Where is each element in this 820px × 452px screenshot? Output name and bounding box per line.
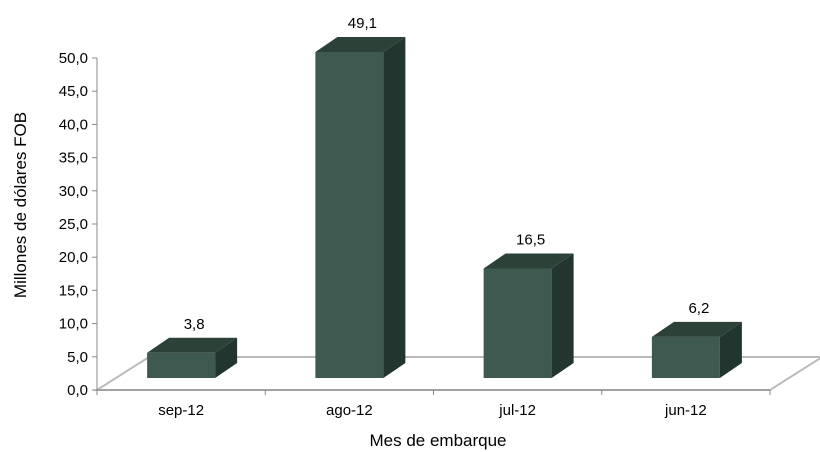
bar-side xyxy=(551,253,574,378)
bar xyxy=(315,36,406,378)
y-axis-title: Millones de dólares FOB xyxy=(11,112,30,298)
x-axis-title: Mes de embarque xyxy=(369,431,506,450)
bar-front xyxy=(483,268,552,378)
bar-front xyxy=(147,352,216,378)
bar-top xyxy=(651,321,742,337)
y-tick-label: 30,0 xyxy=(59,183,88,200)
y-tick-label: 45,0 xyxy=(59,83,88,100)
bar xyxy=(483,253,574,378)
y-tick-label: 25,0 xyxy=(59,216,88,233)
y-tick-label: 10,0 xyxy=(59,316,88,333)
bar xyxy=(147,337,238,378)
bar-front xyxy=(651,336,720,378)
data-label: 49,1 xyxy=(348,15,377,32)
bar-front xyxy=(315,51,384,378)
bar xyxy=(651,321,742,378)
bars xyxy=(147,36,742,378)
value-labels: 3,8 49,1 16,5 6,2 xyxy=(184,15,710,333)
bar-top xyxy=(147,337,238,353)
x-tick-label: jul-12 xyxy=(498,402,536,419)
data-label: 3,8 xyxy=(184,316,205,333)
x-tick-label: jun-12 xyxy=(664,402,707,419)
y-tick-label: 15,0 xyxy=(59,282,88,299)
data-label: 6,2 xyxy=(688,300,709,317)
y-tick-label: 35,0 xyxy=(59,150,88,167)
bar-side xyxy=(215,337,238,378)
y-axis: 0,0 5,0 10,0 15,0 20,0 25,0 30,0 35,0 40,0 45,0 50… xyxy=(59,50,98,399)
x-axis: sep-12 ago-12 jul-12 jun-12 xyxy=(96,389,771,419)
x-tick-label: ago-12 xyxy=(326,402,373,419)
y-tick-label: 50,0 xyxy=(59,50,88,67)
bar-side xyxy=(383,36,406,378)
y-tick-label: 40,0 xyxy=(59,116,88,133)
bar-top xyxy=(315,36,406,52)
bar-top xyxy=(483,253,574,269)
bar-side xyxy=(719,321,742,378)
y-tick-label: 5,0 xyxy=(67,349,88,366)
data-label: 16,5 xyxy=(516,231,545,248)
x-tick-label: sep-12 xyxy=(158,402,204,419)
y-tick-label: 20,0 xyxy=(59,249,88,266)
y-tick-label: 0,0 xyxy=(67,382,88,399)
